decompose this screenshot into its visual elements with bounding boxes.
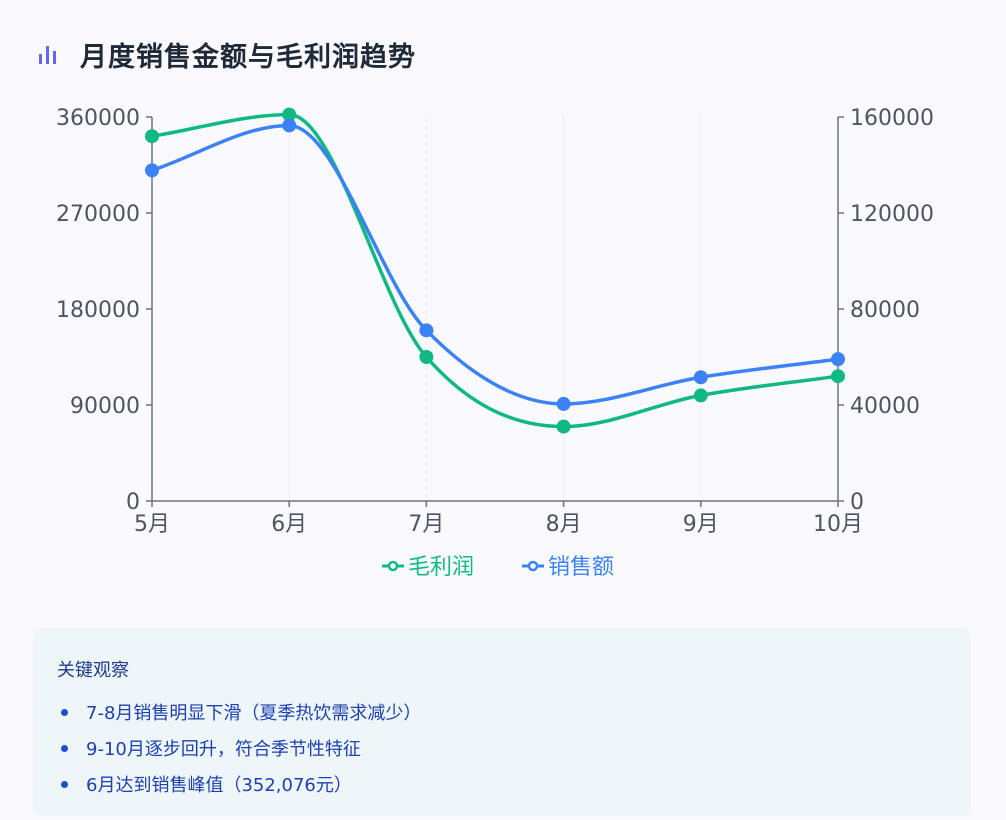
data-point <box>419 323 434 338</box>
legend-label: 毛利润 <box>408 555 474 580</box>
bar-chart-icon <box>39 46 56 64</box>
data-point <box>282 107 297 122</box>
data-point <box>145 129 159 144</box>
right-tick-label: 120000 <box>850 202 934 227</box>
x-tick-label: 8月 <box>546 512 582 537</box>
right-tick-label: 0 <box>850 490 864 515</box>
chart-header: 月度销售金额与毛利润趋势 <box>36 34 416 74</box>
observations-list: 7-8月销售明显下滑（夏季热饮需求减少） 9-10月逐步回升，符合季节性特征 6… <box>61 694 421 802</box>
bullet-icon <box>61 744 68 752</box>
x-tick-label: 6月 <box>271 512 307 537</box>
bullet-icon <box>61 780 68 788</box>
left-tick-label: 180000 <box>56 298 140 323</box>
legend-label: 销售额 <box>548 555 614 580</box>
x-tick-label: 7月 <box>408 512 444 537</box>
left-tick-label: 0 <box>126 490 140 515</box>
x-tick-label: 10月 <box>813 512 863 537</box>
observation-text: 7-8月销售明显下滑（夏季热饮需求减少） <box>86 703 422 724</box>
data-point <box>145 163 159 178</box>
data-point <box>693 388 708 403</box>
right-tick-label: 40000 <box>850 394 920 419</box>
data-point <box>693 370 708 385</box>
observations-title: 关键观察 <box>57 660 129 681</box>
data-point <box>419 350 434 364</box>
page-title: 月度销售金额与毛利润趋势 <box>80 41 416 73</box>
data-point <box>831 352 845 367</box>
observation-item: 9-10月逐步回升，符合季节性特征 <box>61 730 421 766</box>
bullet-icon <box>61 708 68 716</box>
left-tick-label: 90000 <box>70 394 140 419</box>
legend-marker <box>387 560 399 572</box>
data-point <box>556 419 571 434</box>
observation-text: 6月达到销售峰值（352,076元） <box>86 775 352 796</box>
legend-marker <box>527 560 539 572</box>
left-tick-label: 360000 <box>56 106 140 131</box>
key-observations-card: 关键观察 7-8月销售明显下滑（夏季热饮需求减少） 9-10月逐步回升，符合季节… <box>33 628 971 816</box>
observation-item: 7-8月销售明显下滑（夏季热饮需求减少） <box>61 694 421 730</box>
right-tick-label: 80000 <box>850 298 920 323</box>
x-tick-label: 9月 <box>683 512 719 537</box>
left-tick-label: 270000 <box>56 202 140 227</box>
data-point <box>282 118 297 133</box>
series-line <box>150 112 840 429</box>
observation-item: 6月达到销售峰值（352,076元） <box>61 766 421 802</box>
series-line <box>150 123 840 406</box>
line-chart: 0 90000 180000 270000 360000 0 40000 80000 12000… <box>56 106 934 580</box>
data-point <box>831 369 845 384</box>
x-tick-label: 5月 <box>134 512 170 537</box>
observation-text: 9-10月逐步回升，符合季节性特征 <box>86 739 361 760</box>
right-tick-label: 160000 <box>850 106 934 131</box>
data-point <box>556 396 571 411</box>
